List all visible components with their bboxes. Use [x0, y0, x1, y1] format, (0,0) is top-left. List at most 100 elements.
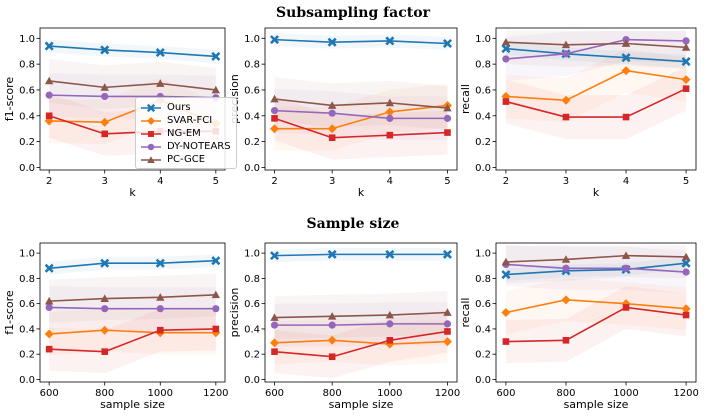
- panel-r1c2-xtick-label: 3: [329, 176, 335, 187]
- panel-r2c3-point-dy-notears: [682, 268, 690, 276]
- panel-r1c1-xtick-label: 2: [46, 176, 52, 187]
- panel-r2c2-point-ng-em: [444, 328, 451, 335]
- panel-r2c1-point-ng-em: [45, 345, 53, 353]
- panel-r1c1-point-ours: [100, 45, 110, 55]
- panel-r2c3-point-dy-notears: [562, 264, 570, 272]
- legend-marker-dy-notears: [147, 143, 155, 150]
- panel-r1c3-point-svar-fci: [621, 66, 631, 76]
- panel-r1c3-point-ours: [681, 57, 691, 67]
- panel-r1c3-line-pc-gce: [505, 41, 687, 49]
- panel-r1c1-ytick-label: 0.2: [19, 137, 35, 148]
- panel-r2c1-point-dy-notears: [156, 305, 164, 313]
- panel-r1c2-ytick-label: 0.4: [244, 111, 260, 122]
- panel-r2c3-point-pc-gce: [621, 251, 631, 259]
- panel-r2c3-point-ours: [501, 270, 511, 280]
- panel-r2c3-point-svar-fci: [501, 308, 511, 317]
- panel-r2c3-ytick-label: 1.0: [475, 249, 491, 260]
- panel-r2c1-line-pc-gce: [49, 294, 216, 302]
- panel-r1c2-ytick-label: 0.0: [244, 163, 260, 174]
- panel-r2c2-line-svar-fci: [274, 339, 448, 345]
- panel-r2c2-ytick-label: 1.0: [244, 249, 260, 260]
- panel-r1c2-point-svar-fci: [385, 107, 395, 117]
- panel-r1c3-line-ours: [505, 47, 687, 63]
- legend-marker-pc-gce: [147, 155, 155, 163]
- panel-r2c2-point-svar-fci: [327, 335, 337, 345]
- legend-marker-svar-fci: [146, 116, 156, 125]
- panel-r2c3-point-svar-fci: [681, 304, 691, 314]
- panel-r2c2-ytick-label: 0.2: [244, 350, 260, 361]
- panel-r2c2-ytick-label: 0.4: [244, 324, 260, 335]
- panel-r2c2-point-ours: [327, 249, 337, 259]
- panel-r2c1-point-ours: [211, 256, 221, 266]
- panel-r1c3-point-dy-notears: [562, 50, 570, 58]
- panel-r2c1-ytick-label: 1.0: [19, 249, 35, 260]
- panel-r1c2-line-ours: [274, 38, 448, 45]
- panel-r2c2-point-svar-fci: [270, 338, 280, 348]
- panel-r2c2-xlabel: sample size: [329, 398, 394, 411]
- panel-r2c3-point-ng-em: [562, 337, 570, 344]
- panel-r2c2-point-ours: [385, 249, 395, 259]
- panel-r1c3-point-svar-fci: [681, 75, 691, 85]
- panel-r2c2-point-pc-gce: [327, 312, 337, 320]
- panel-r1c3-recall: 0.0 0.2 0.4 0.6 0.8 1.0 2 3 4 5 k recall: [459, 27, 697, 199]
- panel-r2c3-line-dy-notears: [505, 263, 687, 273]
- panel-r2c1-f1-score: 0.0 0.2 0.4 0.6 0.8 1.0 600 800 1000 1200 sample s…: [3, 242, 229, 411]
- panel-r2c1-xtick-label: 800: [95, 388, 114, 399]
- panel-r1c2-axes-frame: [264, 27, 458, 171]
- panel-r1c1-point-dy-notears: [101, 92, 109, 101]
- panel-r2c1-point-ours: [44, 263, 54, 273]
- panel-r2c2-axes-frame: [264, 242, 458, 383]
- panel-r2c1-point-ng-em: [101, 348, 109, 355]
- panel-r2c2-band-ng-em: [274, 309, 448, 379]
- panel-r1c2-point-dy-notears: [270, 107, 279, 115]
- panel-r2c3-point-pc-gce: [501, 257, 511, 266]
- panel-r1c2-point-dy-notears: [443, 114, 452, 122]
- panel-r1c2-band-svar-fci: [274, 83, 448, 151]
- panel-r2c1-axes-frame: [39, 242, 226, 383]
- panel-r1c2-xtick-label: 4: [387, 176, 393, 187]
- panel-r2c1-xtick-label: 600: [40, 388, 59, 399]
- panel-r2c3-band-svar-fci: [505, 278, 687, 334]
- panel-r2c1-xlabel: sample size: [100, 398, 165, 411]
- panel-r1c3-point-svar-fci: [561, 95, 571, 105]
- panel-r1c3-axes-frame: [495, 27, 697, 171]
- panel-r1c1-xtick-label: 4: [157, 176, 163, 187]
- legend-swatch-ng-em: [141, 130, 161, 137]
- panel-r1c3-point-ng-em: [622, 113, 630, 121]
- panel-r1c3-line-ng-em: [505, 87, 687, 118]
- panel-r1c3-ytick-label: 0.4: [475, 111, 491, 122]
- legend-label-dy-notears: DY-NOTEARS: [167, 141, 231, 152]
- panel-r2c2-xtick-label: 800: [323, 388, 342, 399]
- panel-r2c2-point-dy-notears: [443, 320, 452, 328]
- panel-r1c1-xlabel: k: [129, 186, 136, 199]
- panel-r2c3-ytick-label: 0.4: [475, 324, 491, 335]
- panel-r2c3-point-ng-em: [622, 304, 630, 311]
- panel-r1c2-point-ours: [442, 38, 453, 49]
- panel-r2c1-ytick-label: 0.8: [19, 274, 35, 285]
- panel-r1c2-point-ng-em: [271, 115, 278, 122]
- legend-marker-ng-em: [148, 130, 154, 137]
- panel-r1c1-xtick-label: 5: [213, 176, 219, 187]
- legend-label-svar-fci: SVAR-FCI: [167, 115, 213, 126]
- panel-r1c2-line-dy-notears: [274, 109, 448, 120]
- panel-r2c2-point-dy-notears: [328, 321, 336, 329]
- panel-r1c3-point-ours: [501, 44, 511, 54]
- panel-r2c3-point-ng-em: [502, 338, 510, 345]
- legend-entry-dy-notears: DY-NOTEARS: [140, 140, 232, 153]
- panel-r1c1-ytick-label: 0.0: [19, 163, 35, 174]
- panel-r2c1-point-ours: [100, 258, 110, 268]
- panel-r2c2-xtick-label: 1000: [377, 388, 402, 399]
- panel-r1c1-point-ours: [155, 48, 165, 58]
- panel-r2c2-point-ng-em: [328, 353, 336, 361]
- panel-r1c1-point-ng-em: [45, 112, 53, 120]
- panel-r1c3-point-pc-gce: [681, 43, 691, 51]
- panel-r2c3-xtick-label: 1200: [673, 388, 698, 399]
- panel-r2c3-point-svar-fci: [561, 295, 571, 305]
- panel-r2c2-ytick-label: 0.6: [244, 299, 260, 310]
- legend-swatch-pc-gce: [141, 155, 161, 163]
- panel-r2c1-line-dy-notears: [49, 306, 216, 310]
- panel-r1c2-point-ours: [269, 35, 280, 45]
- panel-r2c1-ytick-label: 0.0: [19, 375, 35, 386]
- panel-r1c3-xlabel: k: [593, 186, 600, 199]
- panel-r2c1-xtick-label: 1000: [148, 388, 173, 399]
